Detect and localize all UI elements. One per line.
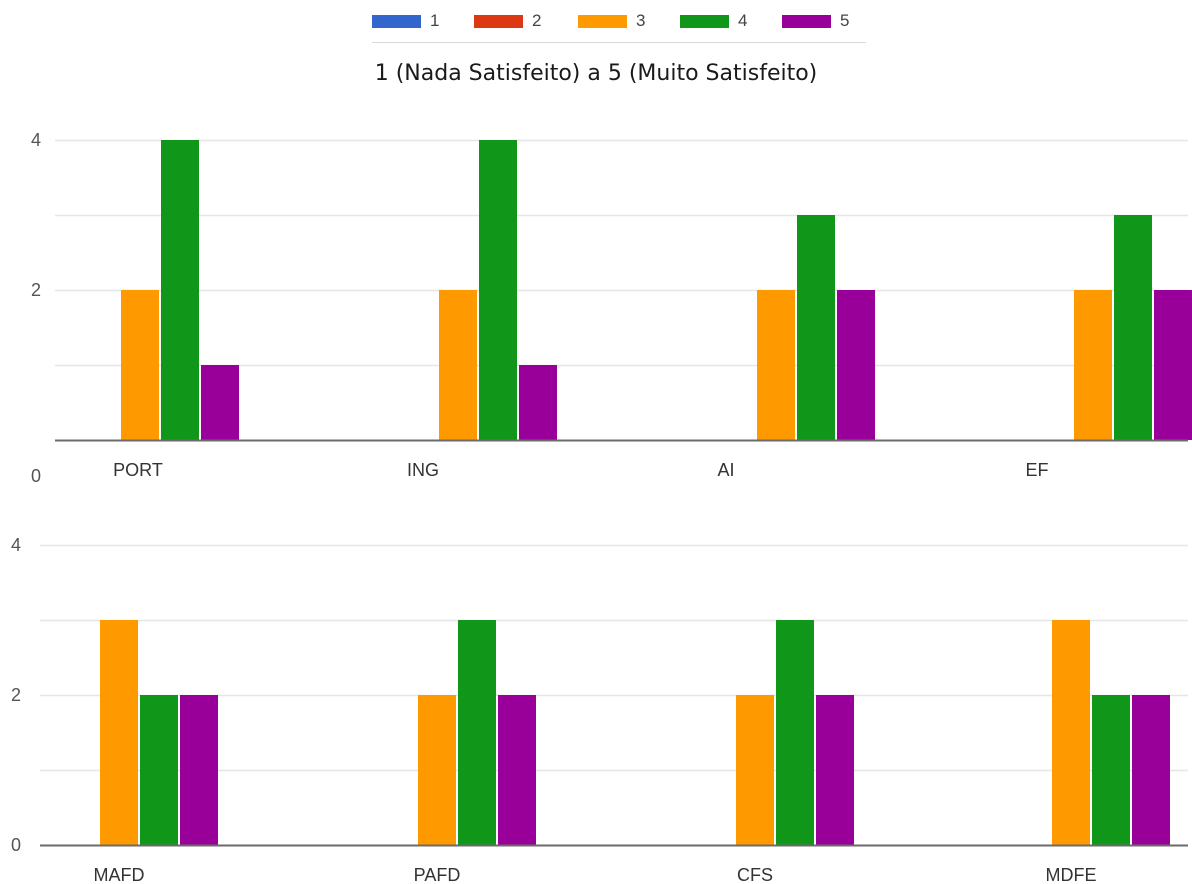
- bar-ai-4: [797, 215, 835, 440]
- bar-mafd-4: [140, 695, 178, 845]
- legend-label: 4: [738, 11, 748, 30]
- bar-ing-4: [479, 140, 517, 440]
- bar-cfs-4: [776, 620, 814, 845]
- x-category-label: CFS: [737, 865, 773, 884]
- bar-cfs-3: [736, 695, 774, 845]
- bar-pafd-3: [418, 695, 456, 845]
- y-tick-label: 0: [11, 835, 21, 855]
- legend-swatch: [680, 14, 729, 28]
- bar-ef-3: [1074, 290, 1112, 440]
- bar-ai-5: [837, 290, 875, 440]
- x-category-label: MDFE: [1046, 865, 1097, 884]
- y-tick-label: 4: [31, 130, 41, 150]
- bar-ef-4: [1114, 215, 1152, 440]
- legend-item-5: 5: [782, 10, 849, 32]
- legend-swatch: [782, 14, 831, 28]
- x-category-label: MAFD: [94, 865, 145, 884]
- bar-mdfe-3: [1052, 620, 1090, 845]
- legend-item-3: 3: [578, 10, 645, 32]
- bar-port-3: [121, 290, 159, 440]
- legend-label: 2: [532, 11, 542, 30]
- y-tick-label: 2: [11, 685, 21, 705]
- bar-mdfe-4: [1092, 695, 1130, 845]
- bar-pafd-5: [498, 695, 536, 845]
- legend-divider: [372, 42, 866, 43]
- legend-item-1: 1: [372, 10, 439, 32]
- bar-ing-3: [439, 290, 477, 440]
- legend-label: 5: [840, 11, 850, 30]
- x-category-label: PAFD: [414, 865, 461, 884]
- bar-port-5: [201, 365, 239, 440]
- y-tick-label: 4: [11, 535, 21, 555]
- x-category-label: AI: [717, 460, 734, 480]
- chart-legend: 1 2 3 4 5: [0, 0, 1192, 44]
- legend-item-4: 4: [680, 10, 747, 32]
- bar-ai-3: [757, 290, 795, 440]
- bar-cfs-5: [816, 695, 854, 845]
- x-category-label: PORT: [113, 460, 163, 480]
- bar-port-4: [161, 140, 199, 440]
- x-category-label: EF: [1025, 460, 1048, 480]
- bar-ef-5: [1154, 290, 1192, 440]
- bar-mdfe-5: [1132, 695, 1170, 845]
- bar-mafd-5: [180, 695, 218, 845]
- bar-mafd-3: [100, 620, 138, 845]
- y-tick-label: 0: [31, 466, 41, 486]
- legend-label: 3: [636, 11, 646, 30]
- legend-item-2: 2: [474, 10, 541, 32]
- legend-label: 1: [430, 11, 440, 30]
- chart-subtitle: 1 (Nada Satisfeito) a 5 (Muito Satisfeit…: [374, 61, 818, 86]
- y-tick-label: 2: [31, 280, 41, 300]
- legend-swatch: [372, 14, 421, 28]
- x-category-label: ING: [407, 460, 439, 480]
- bar-pafd-4: [458, 620, 496, 845]
- legend-swatch: [474, 14, 523, 28]
- legend-swatch: [578, 14, 627, 28]
- bar-ing-5: [519, 365, 557, 440]
